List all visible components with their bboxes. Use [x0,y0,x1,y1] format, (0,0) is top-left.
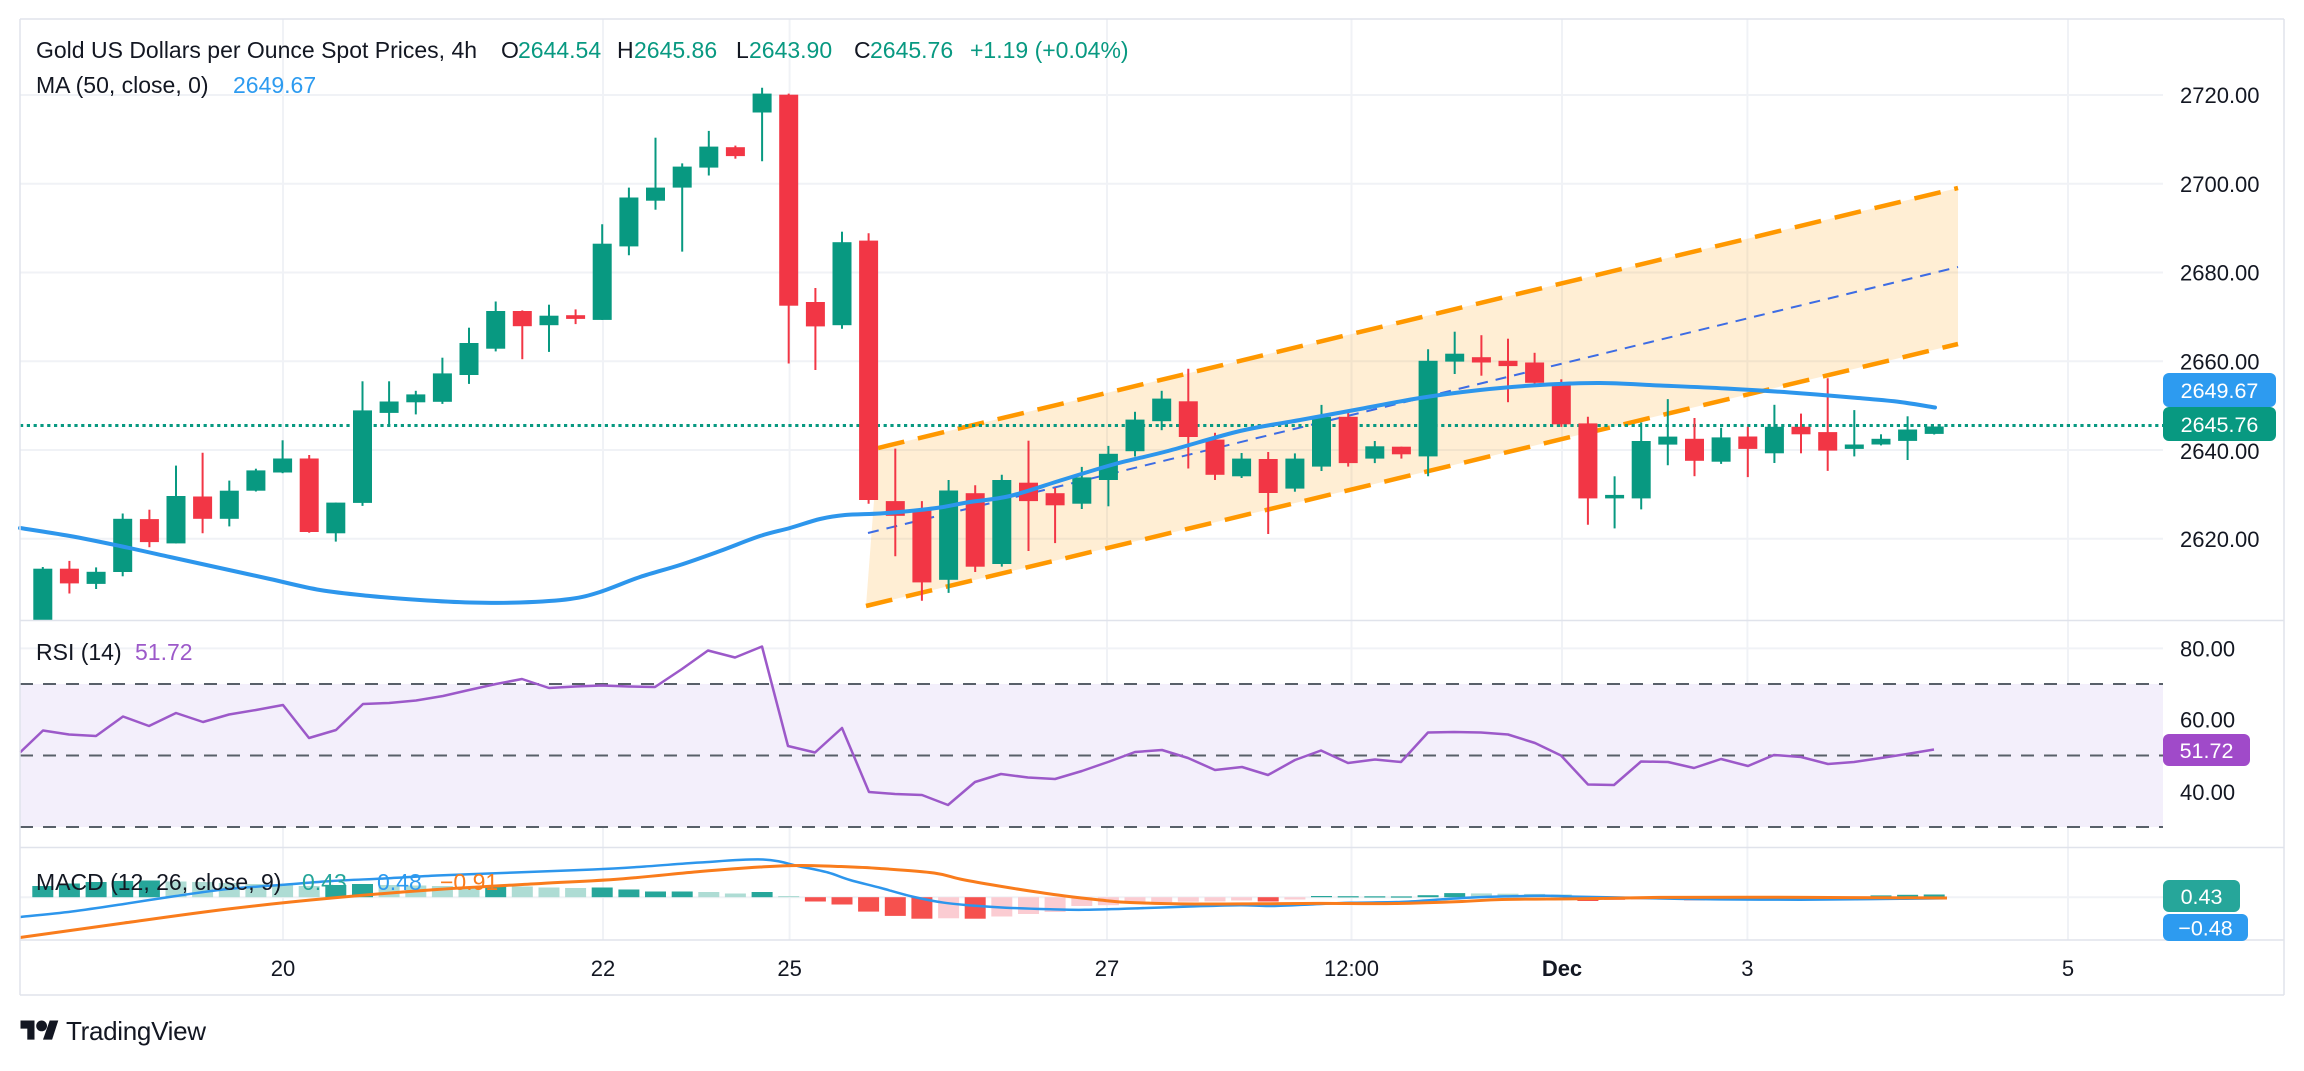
svg-text:0.43: 0.43 [302,869,347,895]
svg-text:0.43: 0.43 [2181,885,2223,909]
svg-text:MACD (12, 26, close, 9): MACD (12, 26, close, 9) [36,869,281,895]
svg-text:2645.86: 2645.86 [634,37,717,63]
svg-text:2680.00: 2680.00 [2180,261,2260,286]
svg-text:80.00: 80.00 [2180,636,2235,661]
svg-text:L: L [736,37,749,63]
svg-text:MA (50, close, 0): MA (50, close, 0) [36,72,209,98]
svg-text:Gold US Dollars per Ounce Spot: Gold US Dollars per Ounce Spot Prices, 4… [36,37,477,63]
svg-text:2660.00: 2660.00 [2180,349,2260,374]
svg-text:2643.90: 2643.90 [749,37,832,63]
svg-text:2645.76: 2645.76 [870,37,953,63]
svg-text:2620.00: 2620.00 [2180,527,2260,552]
svg-text:22: 22 [591,956,615,981]
svg-text:25: 25 [777,956,801,981]
svg-text:2649.67: 2649.67 [2181,379,2259,403]
svg-text:2649.67: 2649.67 [233,72,316,98]
svg-text:60.00: 60.00 [2180,708,2235,733]
svg-text:Dec: Dec [1542,956,1582,981]
svg-text:2720.00: 2720.00 [2180,83,2260,108]
svg-text:12:00: 12:00 [1324,956,1379,981]
svg-text:40.00: 40.00 [2180,780,2235,805]
svg-text:TradingView: TradingView [66,1016,206,1046]
svg-text:+1.19 (+0.04%): +1.19 (+0.04%) [970,37,1129,63]
svg-text:20: 20 [271,956,295,981]
svg-text:27: 27 [1095,956,1119,981]
svg-text:2640.00: 2640.00 [2180,439,2260,464]
svg-text:2700.00: 2700.00 [2180,172,2260,197]
svg-text:RSI (14): RSI (14) [36,639,122,665]
svg-text:−0.91: −0.91 [440,869,498,895]
svg-text:51.72: 51.72 [135,639,193,665]
svg-text:2645.76: 2645.76 [2181,413,2259,437]
svg-text:0.48: 0.48 [377,869,422,895]
svg-text:H: H [617,37,634,63]
svg-text:51.72: 51.72 [2180,739,2234,763]
svg-text:2644.54: 2644.54 [518,37,601,63]
svg-text:5: 5 [2062,956,2074,981]
svg-text:3: 3 [1741,956,1753,981]
svg-text:C: C [854,37,871,63]
svg-text:−0.48: −0.48 [2178,917,2232,941]
svg-text:O: O [501,37,519,63]
